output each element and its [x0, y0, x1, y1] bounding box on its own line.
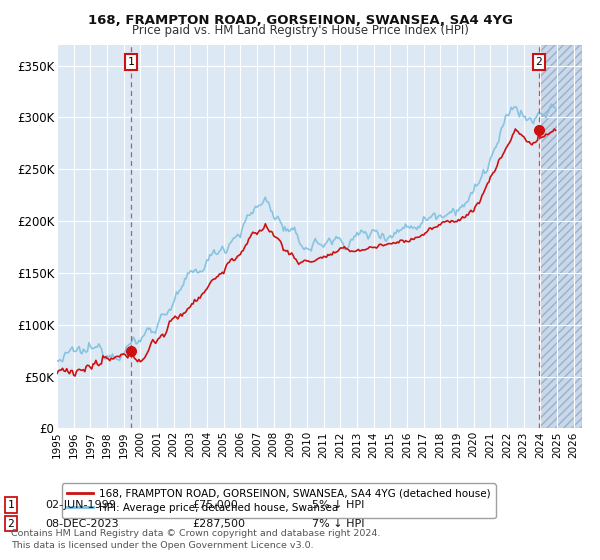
Legend: 168, FRAMPTON ROAD, GORSEINON, SWANSEA, SA4 4YG (detached house), HPI: Average p: 168, FRAMPTON ROAD, GORSEINON, SWANSEA, …: [62, 483, 496, 518]
Text: Contains HM Land Registry data © Crown copyright and database right 2024.
This d: Contains HM Land Registry data © Crown c…: [11, 529, 380, 550]
Text: 2: 2: [7, 519, 14, 529]
Text: 1: 1: [127, 57, 134, 67]
Text: 1: 1: [7, 500, 14, 510]
Text: £75,000: £75,000: [192, 500, 238, 510]
Text: 7% ↓ HPI: 7% ↓ HPI: [312, 519, 365, 529]
Text: 02-JUN-1999: 02-JUN-1999: [45, 500, 116, 510]
Text: 08-DEC-2023: 08-DEC-2023: [45, 519, 119, 529]
Text: Price paid vs. HM Land Registry's House Price Index (HPI): Price paid vs. HM Land Registry's House …: [131, 24, 469, 37]
Text: 2: 2: [536, 57, 542, 67]
Text: £287,500: £287,500: [192, 519, 245, 529]
Bar: [541, 45, 582, 428]
Text: 168, FRAMPTON ROAD, GORSEINON, SWANSEA, SA4 4YG: 168, FRAMPTON ROAD, GORSEINON, SWANSEA, …: [88, 14, 512, 27]
Bar: [541, 45, 582, 428]
Text: 5% ↓ HPI: 5% ↓ HPI: [312, 500, 364, 510]
